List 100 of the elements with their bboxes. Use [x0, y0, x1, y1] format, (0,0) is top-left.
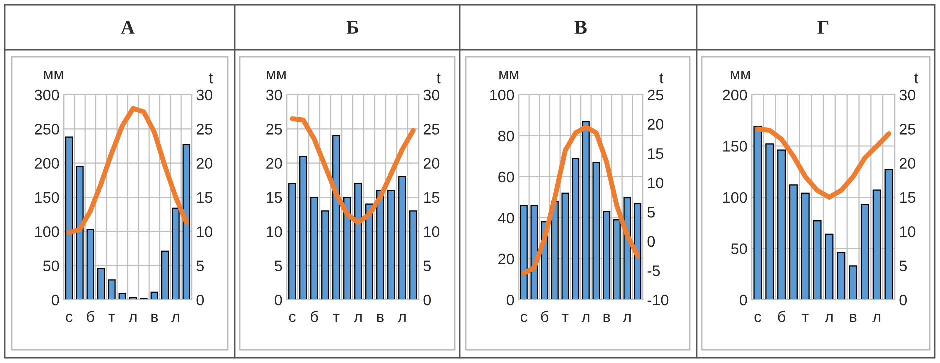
y2-axis-title: t	[209, 74, 214, 84]
y-tick-label: 20	[266, 158, 282, 170]
y-tick-label: 100	[490, 90, 514, 101]
x-tick-label: т	[562, 314, 569, 322]
bar	[872, 190, 882, 300]
y2-tick-label: 20	[648, 119, 664, 130]
bar	[161, 250, 170, 300]
y-tick-label: 250	[35, 124, 60, 135]
y2-tick-label: 25	[900, 124, 916, 135]
y-tick-label: 80	[498, 130, 514, 142]
x-tick-label: л	[872, 314, 881, 322]
y-tick-label: 50	[43, 260, 60, 272]
bar	[86, 229, 95, 300]
y-tick-label: 100	[36, 226, 60, 238]
bar	[366, 204, 374, 300]
y2-tick-label: 20	[900, 158, 916, 170]
x-tick-label: л	[582, 314, 590, 322]
y-axis-title: мм	[266, 71, 286, 80]
y2-tick-label: 15	[197, 192, 213, 204]
x-tick-label: б	[778, 310, 786, 322]
y-tick-label: 0	[274, 294, 282, 306]
bar	[813, 220, 822, 300]
bar	[572, 158, 580, 300]
y2-tick-label: 25	[196, 124, 213, 135]
x-tick-label: л	[825, 314, 833, 322]
y2-tick-label: 10	[197, 226, 213, 238]
bar	[172, 208, 180, 300]
x-tick-label: б	[87, 310, 94, 322]
bar	[398, 176, 406, 300]
bar	[582, 121, 590, 300]
bar	[837, 252, 846, 300]
chart-title: Б	[346, 21, 358, 34]
bar	[97, 268, 106, 300]
y2-tick-label: 5	[648, 207, 656, 218]
bar	[884, 169, 894, 300]
y-tick-label: 20	[498, 254, 514, 265]
y2-tick-label: 15	[900, 192, 916, 204]
y2-tick-label: 10	[648, 178, 664, 189]
y-tick-label: 30	[266, 90, 282, 101]
y2-tick-label: 30	[196, 90, 213, 101]
x-tick-label: л	[128, 314, 137, 322]
line-series	[290, 116, 416, 226]
bar	[592, 162, 600, 300]
bar	[778, 150, 786, 300]
x-tick-label: б	[541, 310, 549, 322]
x-tick-label: т	[108, 314, 116, 322]
x-tick-label: л	[172, 314, 180, 322]
x-tick-label: л	[354, 314, 362, 322]
y-tick-label: 200	[35, 158, 60, 170]
bar	[76, 166, 84, 300]
x-tick-label: в	[152, 314, 158, 322]
y-tick-label: 0	[52, 294, 60, 306]
bar	[801, 192, 810, 300]
y-tick-label: 25	[266, 124, 282, 135]
y2-tick-label: 15	[648, 148, 664, 160]
y2-tick-label: 20	[196, 158, 213, 170]
y2-tick-label: 25	[424, 124, 440, 135]
chart-title: Г	[818, 21, 829, 34]
bar	[825, 234, 834, 300]
bar	[65, 136, 74, 300]
y-axis-title: мм	[500, 71, 519, 80]
y-axis-title: мм	[44, 71, 64, 80]
y2-tick-label: 20	[424, 158, 440, 170]
y-axis-title: мм	[731, 71, 750, 80]
y-tick-label: 15	[267, 192, 282, 204]
bar	[603, 211, 611, 300]
y2-axis-title: t	[660, 74, 664, 84]
line-series	[756, 126, 892, 200]
y-tick-label: 5	[274, 260, 282, 272]
line-series	[66, 106, 190, 236]
bar	[322, 210, 330, 300]
y-tick-label: 150	[36, 192, 60, 204]
bar	[388, 190, 396, 300]
x-tick-label: т	[333, 314, 340, 322]
bar	[766, 144, 774, 300]
bar	[332, 135, 340, 300]
bar	[410, 210, 418, 300]
y2-axis-title: t	[436, 74, 441, 84]
bar	[860, 204, 870, 300]
bar	[300, 156, 308, 300]
bar	[551, 201, 559, 300]
y2-tick-label: 30	[900, 90, 916, 101]
y-tick-label: 10	[267, 226, 282, 238]
x-tick-label: в	[378, 314, 384, 322]
y2-tick-label: -10	[648, 294, 669, 306]
y2-tick-label: 0	[648, 236, 656, 248]
y2-tick-label: 0	[900, 294, 908, 306]
y2-tick-label: 5	[900, 260, 908, 272]
y2-tick-label: 5	[424, 260, 432, 272]
bar	[613, 219, 621, 300]
y2-tick-label: 25	[648, 90, 664, 101]
bar	[849, 266, 858, 300]
bar	[789, 184, 798, 300]
x-tick-label: с	[754, 314, 762, 322]
x-tick-label: б	[311, 310, 318, 322]
y2-axis-title: t	[914, 74, 918, 84]
x-tick-label: в	[850, 314, 857, 322]
x-tick-label: с	[66, 314, 73, 322]
y-tick-label: 150	[724, 141, 748, 152]
x-tick-label: л	[398, 314, 406, 322]
